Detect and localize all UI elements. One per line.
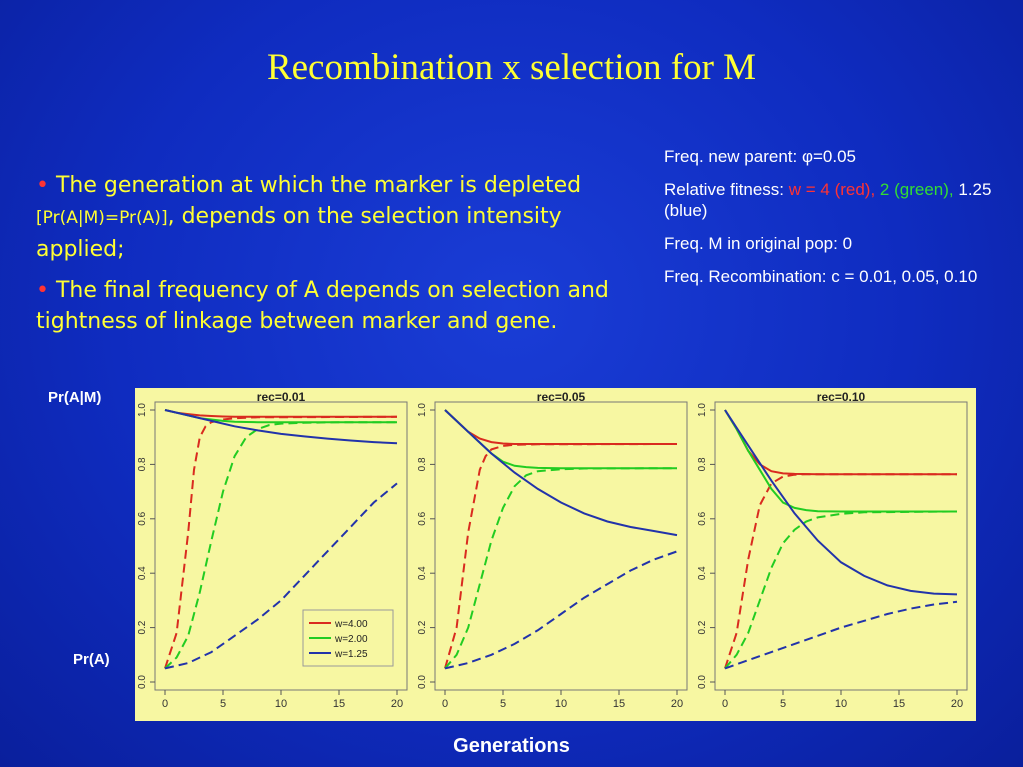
y-tick-label: 0.6 — [137, 511, 148, 525]
y-tick-label: 0.8 — [697, 457, 708, 471]
y-tick-label: 0.2 — [697, 620, 708, 634]
param-fitness: Relative fitness: w = 4 (red), 2 (green)… — [664, 179, 994, 221]
chart-panel-2: rec=0.05 0 5 10 15 20 0.0 0.2 0.4 0.6 0.8 1.0 — [417, 390, 688, 710]
series-line-green-dashed — [444, 467, 678, 670]
x-tick-label: 0 — [722, 698, 728, 710]
param-freq-m: Freq. M in original pop: 0 — [664, 234, 853, 253]
series-line-blue-solid — [164, 409, 398, 445]
x-tick-label: 5 — [220, 698, 226, 710]
y-tick-label: 0.6 — [697, 511, 708, 525]
y-tick-label: 0.2 — [137, 620, 148, 634]
fitness-label: Relative fitness: — [664, 180, 789, 199]
series-line-green-dashed — [164, 421, 397, 670]
y-tick-label: 0.0 — [137, 675, 148, 689]
y-tick-label: 1.0 — [417, 403, 428, 417]
chart-panel-3: rec=0.10 0 5 10 15 20 0.0 0.2 0.4 0.6 0.8 1.0 — [697, 390, 968, 710]
x-tick-label: 15 — [893, 698, 905, 710]
plot-panels: rec=0.01 0 5 10 15 20 0.0 0.2 0.4 0.6 0.8 1.0 w=4.00… — [135, 388, 976, 721]
bullet-2-text: The final frequency of A depends on sele… — [36, 278, 609, 334]
x-tick-label: 10 — [275, 698, 287, 710]
y-tick-label: 0.4 — [697, 566, 708, 580]
bullet-1-text-a: The generation at which the marker is de… — [55, 173, 582, 198]
series-line-red-dashed — [444, 443, 678, 669]
y-tick-label: 0.8 — [417, 457, 428, 471]
fitness-red: w = 4 (red), — [788, 180, 876, 199]
chart-title: rec=0.05 — [537, 390, 586, 404]
x-tick-label: 5 — [500, 698, 506, 710]
chart-panel-1: rec=0.01 0 5 10 15 20 0.0 0.2 0.4 0.6 0.8 1.0 w=4.00… — [137, 390, 408, 710]
y-tick-label: 0.6 — [417, 511, 428, 525]
fitness-green: 2 (green), — [879, 180, 954, 199]
y-tick-label: 0.4 — [137, 566, 148, 580]
plot-background — [135, 388, 976, 721]
chart-title: rec=0.01 — [257, 390, 306, 404]
legend-entry: w=4.00 — [334, 619, 368, 630]
series-line-blue-solid — [444, 409, 678, 537]
y-tick-label: 0.0 — [417, 675, 428, 689]
series-line-blue-solid — [724, 409, 958, 596]
bullet-1: • The generation at which the marker is … — [36, 170, 648, 265]
y-tick-label: 0.8 — [137, 457, 148, 471]
y-tick-label: 0.4 — [417, 566, 428, 580]
x-tick-label: 20 — [951, 698, 963, 710]
bullet-1-text-b: , depends on the selection intensity app… — [36, 204, 562, 262]
y-tick-label: 0.0 — [697, 675, 708, 689]
bullet-list: • The generation at which the marker is … — [36, 170, 648, 347]
series-line-red-dashed — [164, 415, 398, 669]
x-tick-label: 0 — [162, 698, 168, 710]
y-tick-label: 1.0 — [137, 403, 148, 417]
series-line-blue-dashed — [444, 550, 678, 670]
bullet-2: • The final frequency of A depends on se… — [36, 275, 648, 337]
series-line-green-dashed — [724, 510, 958, 670]
y-label-bottom: Pr(A) — [73, 651, 110, 668]
param-new-parent: Freq. new parent: φ=0.05 — [664, 147, 856, 166]
y-label-top: Pr(A|M) — [48, 389, 102, 406]
bullet-marker: • — [36, 278, 49, 303]
legend-entry: w=1.25 — [334, 649, 368, 660]
series-line-blue-dashed — [724, 600, 958, 670]
x-tick-label: 0 — [442, 698, 448, 710]
series-line-red-dashed — [724, 473, 957, 669]
fitness-blue: 1.25 (blue) — [664, 180, 992, 220]
x-axis-label: Generations — [453, 735, 570, 757]
legend-entry: w=2.00 — [334, 634, 368, 645]
chart-title: rec=0.10 — [817, 390, 866, 404]
bullet-marker: • — [36, 173, 49, 198]
x-tick-label: 20 — [671, 698, 683, 710]
param-recombination: Freq. Recombination: c = 0.01, 0.05, 0.1… — [664, 267, 978, 286]
slide-title: Recombination x selection for M — [266, 47, 757, 88]
x-tick-label: 5 — [780, 698, 786, 710]
y-tick-label: 1.0 — [697, 403, 708, 417]
bullet-1-formula: [Pr(A|M)=Pr(A)] — [36, 208, 168, 228]
x-tick-label: 10 — [835, 698, 847, 710]
x-tick-label: 15 — [613, 698, 625, 710]
legend-box — [302, 609, 394, 667]
y-tick-label: 0.2 — [417, 620, 428, 634]
x-tick-label: 10 — [555, 698, 567, 710]
x-tick-label: 20 — [391, 698, 403, 710]
x-tick-label: 15 — [333, 698, 345, 710]
parameter-panel: Freq. new parent: φ=0.05 Relative fitnes… — [664, 146, 994, 299]
